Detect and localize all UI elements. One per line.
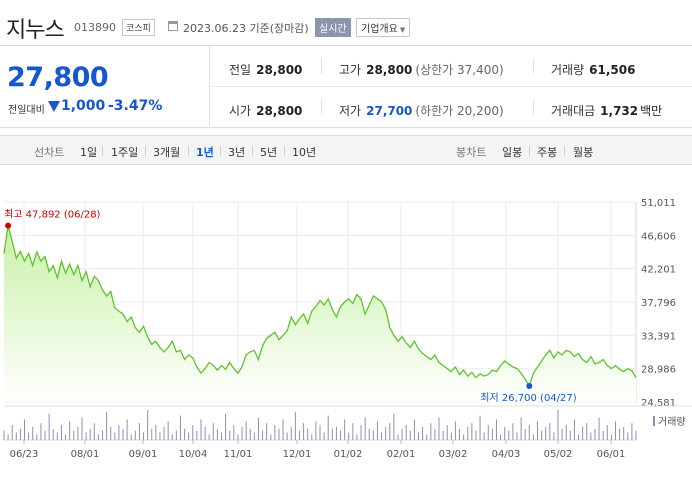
stat-prev-close: 전일 28,800 xyxy=(229,61,302,78)
tab-period-3y[interactable]: 3년 xyxy=(228,146,246,159)
change-value: 1,000 xyxy=(61,98,106,114)
stat-trade-value-unit: 백만 xyxy=(640,104,663,118)
x-tick-label: 12/01 xyxy=(283,449,312,460)
stat-lower-limit: (하한가 20,200) xyxy=(415,104,504,118)
stat-high: 고가 28,800 (상한가 37,400) xyxy=(339,61,504,78)
price-panel: 27,800 전일대비 1,000 -3.47% 전일 28,800 고가 28,8… xyxy=(0,46,692,128)
stat-volume-value: 61,506 xyxy=(589,63,636,77)
stock-header: 지누스 013890 코스피 2023.06.23 기준(장마감) 실시간 기업… xyxy=(0,0,692,46)
price-chart[interactable]: 51,011 46,606 42,201 37,796 33,391 28,986 24,5… xyxy=(0,190,692,487)
stat-high-label: 고가 xyxy=(339,63,362,77)
divider xyxy=(321,99,322,115)
stat-open: 시가 28,800 xyxy=(229,102,302,119)
y-tick-label: 51,011 xyxy=(641,198,676,209)
y-tick-label: 28,986 xyxy=(641,365,676,376)
y-tick-label: 42,201 xyxy=(641,265,676,276)
tab-candle-daily[interactable]: 일봉 xyxy=(502,146,523,159)
divider xyxy=(145,146,146,156)
divider xyxy=(533,99,534,115)
stock-code: 013890 xyxy=(74,21,116,34)
price-line xyxy=(3,225,637,388)
x-tick-label: 08/01 xyxy=(71,449,100,460)
tab-period-1y[interactable]: 1년 xyxy=(196,146,214,159)
price-area-fill xyxy=(4,225,636,402)
divider xyxy=(284,146,285,156)
divider xyxy=(188,146,189,156)
divider xyxy=(533,58,534,74)
stat-low-value: 27,700 xyxy=(366,104,413,118)
stock-name: 지누스 xyxy=(6,18,65,43)
down-triangle-icon xyxy=(48,101,60,112)
tab-candle-weekly[interactable]: 주봉 xyxy=(537,146,558,159)
company-overview-dropdown[interactable]: 기업개요 ▼ xyxy=(356,18,411,37)
x-tick-label: 09/01 xyxy=(129,449,158,460)
stat-open-value: 28,800 xyxy=(256,104,303,118)
stats-row-2: 시가 28,800 저가 27,700 (하한가 20,200) 거래대금 1,732 백… xyxy=(211,87,692,128)
market-badge: 코스피 xyxy=(122,19,155,36)
volume-legend-swatch xyxy=(653,416,655,426)
tab-period-5y[interactable]: 5년 xyxy=(260,146,278,159)
stat-high-value: 28,800 xyxy=(366,63,413,77)
current-price-box: 27,800 전일대비 1,000 -3.47% xyxy=(0,46,210,128)
x-tick-label: 05/02 xyxy=(544,449,573,460)
candle-chart-label[interactable]: 봉차트 xyxy=(456,146,487,159)
stat-trade-value: 거래대금 1,732 백만 xyxy=(551,102,662,119)
stat-prev-close-label: 전일 xyxy=(229,63,252,77)
stat-low-label: 저가 xyxy=(339,104,362,118)
x-tick-label: 03/02 xyxy=(439,449,468,460)
divider xyxy=(102,146,103,156)
x-tick-label: 11/01 xyxy=(224,449,253,460)
x-tick-label: 02/01 xyxy=(387,449,416,460)
x-tick-label: 04/03 xyxy=(492,449,521,460)
x-tick-label: 06/23 xyxy=(10,449,39,460)
stat-volume-label: 거래량 xyxy=(551,63,585,77)
divider xyxy=(564,146,565,156)
divider xyxy=(321,58,322,74)
y-tick-label: 24,581 xyxy=(641,398,676,409)
tab-period-10y[interactable]: 10년 xyxy=(292,146,317,159)
divider xyxy=(529,146,530,156)
tab-period-1w[interactable]: 1주일 xyxy=(111,146,139,159)
as-of-date: 2023.06.23 기준(장마감) xyxy=(183,22,309,35)
tab-period-3m[interactable]: 3개월 xyxy=(153,146,181,159)
company-overview-label: 기업개요 xyxy=(361,24,398,35)
calendar-icon xyxy=(168,21,178,31)
chart-toolbar: 선차트 1일 1주일 3개월 1년 3년 5년 10년 봉차트 일봉 주봉 월봉 xyxy=(0,135,692,165)
divider xyxy=(252,146,253,156)
y-tick-label: 46,606 xyxy=(641,231,676,242)
x-tick-label: 01/02 xyxy=(334,449,363,460)
stat-volume: 거래량 61,506 xyxy=(551,61,635,78)
low-point-marker xyxy=(526,382,533,389)
tab-candle-monthly[interactable]: 월봉 xyxy=(573,146,594,159)
low-annotation: 최저 26,700 (04/27) xyxy=(480,392,576,404)
stat-low: 저가 27,700 (하한가 20,200) xyxy=(339,102,504,119)
x-tick-label: 06/01 xyxy=(597,449,626,460)
change-percent: -3.47% xyxy=(108,98,163,114)
stats-row-1: 전일 28,800 고가 28,800 (상한가 37,400) 거래량 61,506 xyxy=(211,46,692,87)
stat-trade-value-label: 거래대금 xyxy=(551,104,596,118)
chevron-down-icon: ▼ xyxy=(399,26,406,34)
y-tick-label: 33,391 xyxy=(641,331,676,342)
realtime-button[interactable]: 실시간 xyxy=(315,18,351,37)
price-chart-svg: 51,011 46,606 42,201 37,796 33,391 28,986 24,5… xyxy=(3,198,692,460)
x-tick-label: 10/04 xyxy=(179,449,208,460)
high-point-marker xyxy=(5,222,12,229)
stat-upper-limit: (상한가 37,400) xyxy=(415,63,504,77)
volume-legend-label: 거래량 xyxy=(658,416,686,428)
stat-prev-close-value: 28,800 xyxy=(256,63,303,77)
tab-period-1d[interactable]: 1일 xyxy=(80,146,98,159)
current-price: 27,800 xyxy=(7,62,109,93)
stat-open-label: 시가 xyxy=(229,104,252,118)
high-annotation: 최고 47,892 (06/28) xyxy=(4,209,100,221)
line-chart-label[interactable]: 선차트 xyxy=(34,146,65,159)
stat-trade-value-value: 1,732 xyxy=(600,104,639,118)
change-label: 전일대비 xyxy=(8,105,45,116)
divider xyxy=(220,146,221,156)
y-tick-label: 37,796 xyxy=(641,298,676,309)
